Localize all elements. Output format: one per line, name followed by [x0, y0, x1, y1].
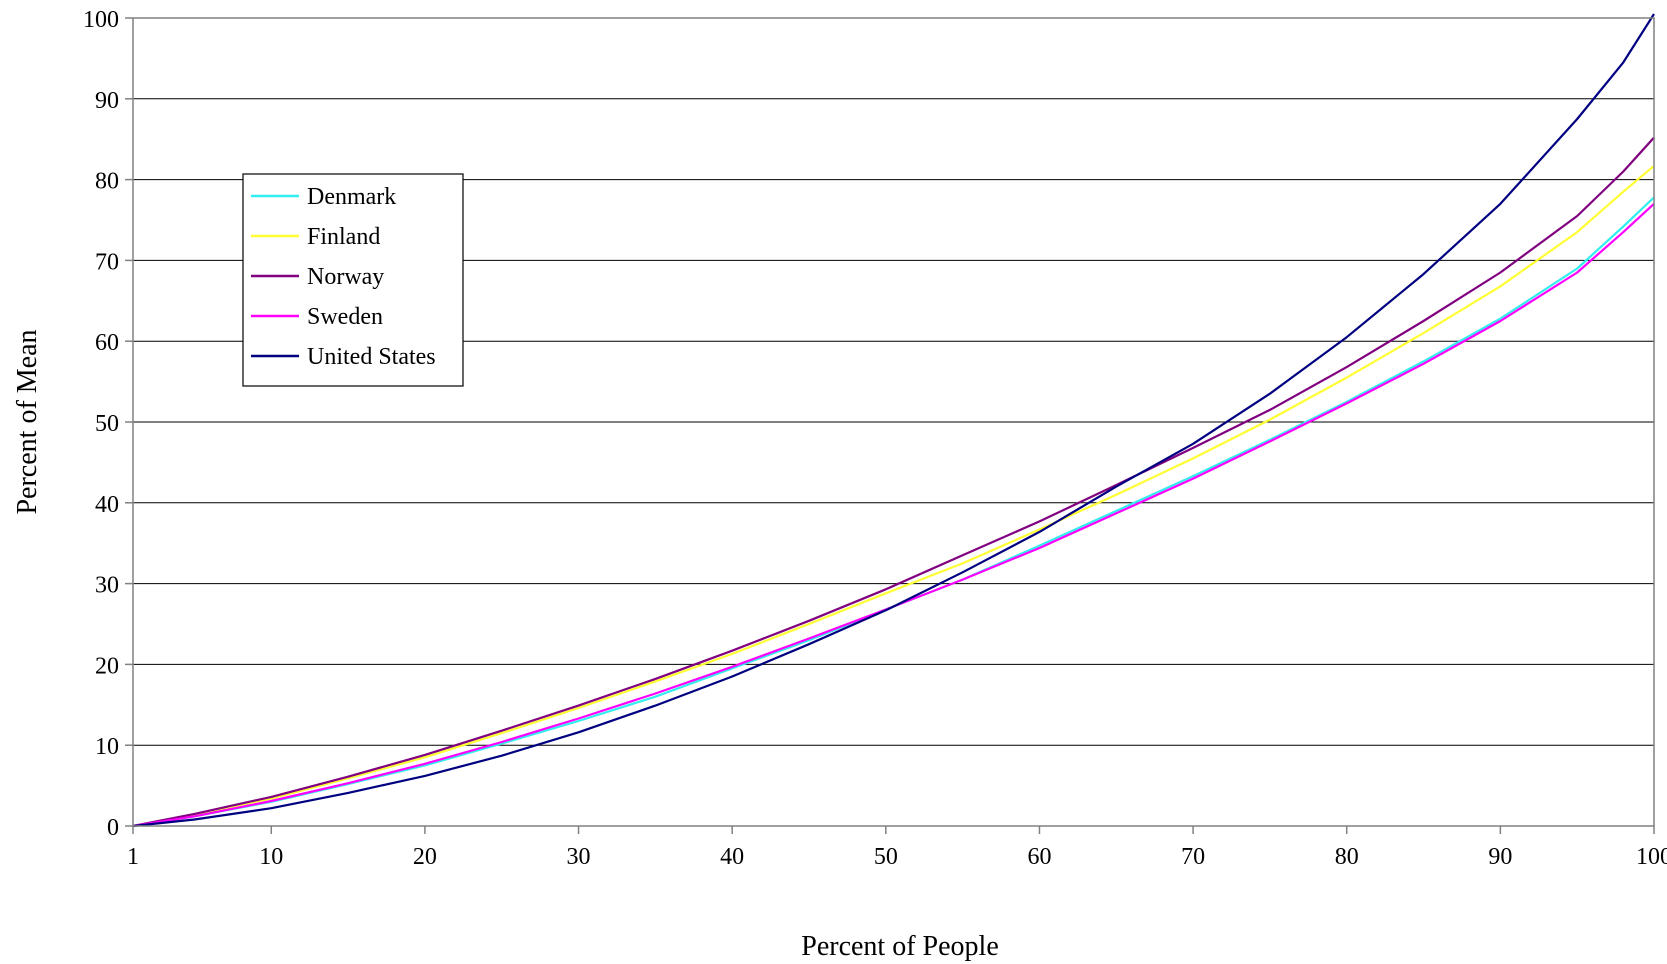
- y-tick-label: 30: [95, 573, 119, 599]
- x-tick-label: 70: [1181, 844, 1205, 870]
- y-tick-label: 100: [83, 7, 119, 33]
- legend-label: Sweden: [307, 304, 383, 330]
- x-tick-label: 10: [259, 844, 283, 870]
- x-tick-label: 40: [720, 844, 744, 870]
- y-axis-label: Percent of Mean: [12, 329, 43, 514]
- legend-label: Finland: [307, 224, 380, 250]
- x-tick-label: 30: [567, 844, 591, 870]
- series-line-finland: [132, 165, 1655, 828]
- x-tick-label: 1: [127, 844, 139, 870]
- y-tick-label: 70: [95, 249, 119, 275]
- legend: Denmark Finland Norway Sweden United States: [242, 173, 464, 387]
- x-tick-label: 90: [1488, 844, 1512, 870]
- x-tick-label: 80: [1335, 844, 1359, 870]
- legend-label: United States: [307, 344, 436, 370]
- y-tick-label: 20: [95, 653, 119, 679]
- y-axis: 0 10 20 30 40 50 60 70 80 90 100: [83, 7, 133, 841]
- legend-label: Norway: [307, 264, 384, 290]
- y-tick-label: 80: [95, 169, 119, 195]
- x-axis: 1 10 20 30 40 50 60 70 80 90 100: [127, 826, 1667, 870]
- y-tick-label: 10: [95, 734, 119, 760]
- series-line-sweden: [132, 202, 1655, 828]
- x-tick-label: 100: [1636, 844, 1667, 870]
- x-axis-label: Percent of People: [801, 931, 999, 962]
- series-line-united-states: [132, 13, 1655, 828]
- y-tick-label: 40: [95, 492, 119, 518]
- series-lines: [132, 13, 1655, 828]
- y-tick-label: 90: [95, 88, 119, 114]
- x-tick-label: 60: [1027, 844, 1051, 870]
- y-tick-label: 50: [95, 411, 119, 437]
- x-tick-label: 50: [874, 844, 898, 870]
- x-tick-label: 20: [413, 844, 437, 870]
- legend-label: Denmark: [307, 184, 396, 210]
- series-line-norway: [132, 136, 1655, 828]
- legend-box: [242, 173, 464, 387]
- y-tick-label: 0: [107, 815, 119, 841]
- y-tick-label: 60: [95, 330, 119, 356]
